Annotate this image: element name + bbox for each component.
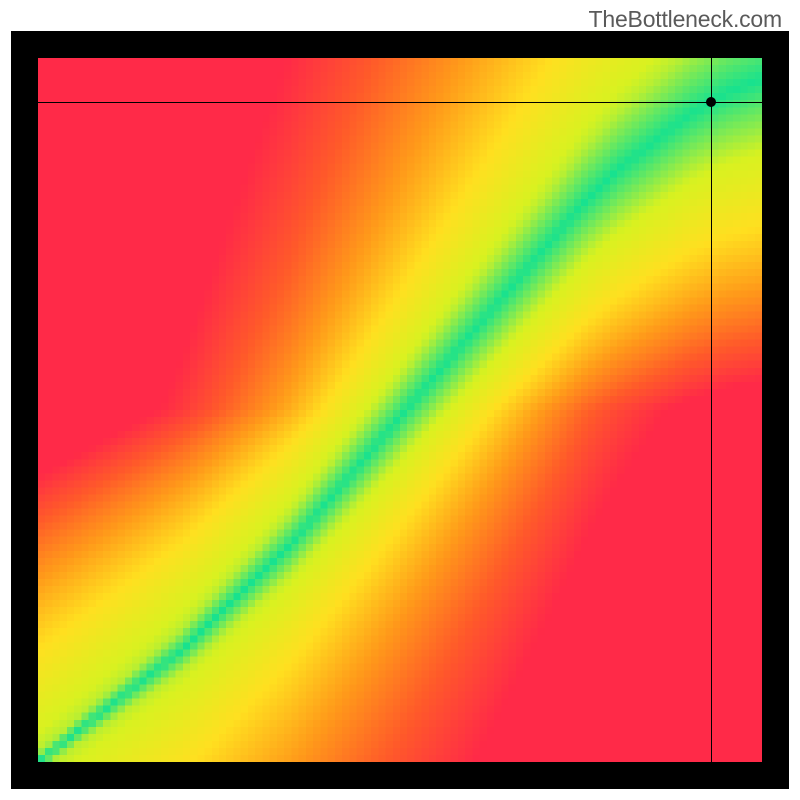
heatmap-plot-area — [38, 58, 762, 762]
heatmap-canvas — [38, 58, 762, 762]
crosshair-marker-dot — [706, 97, 716, 107]
crosshair-vertical-line — [711, 58, 712, 762]
root-container: TheBottleneck.com — [0, 0, 800, 800]
crosshair-horizontal-line — [38, 102, 762, 103]
watermark-text: TheBottleneck.com — [589, 6, 782, 33]
